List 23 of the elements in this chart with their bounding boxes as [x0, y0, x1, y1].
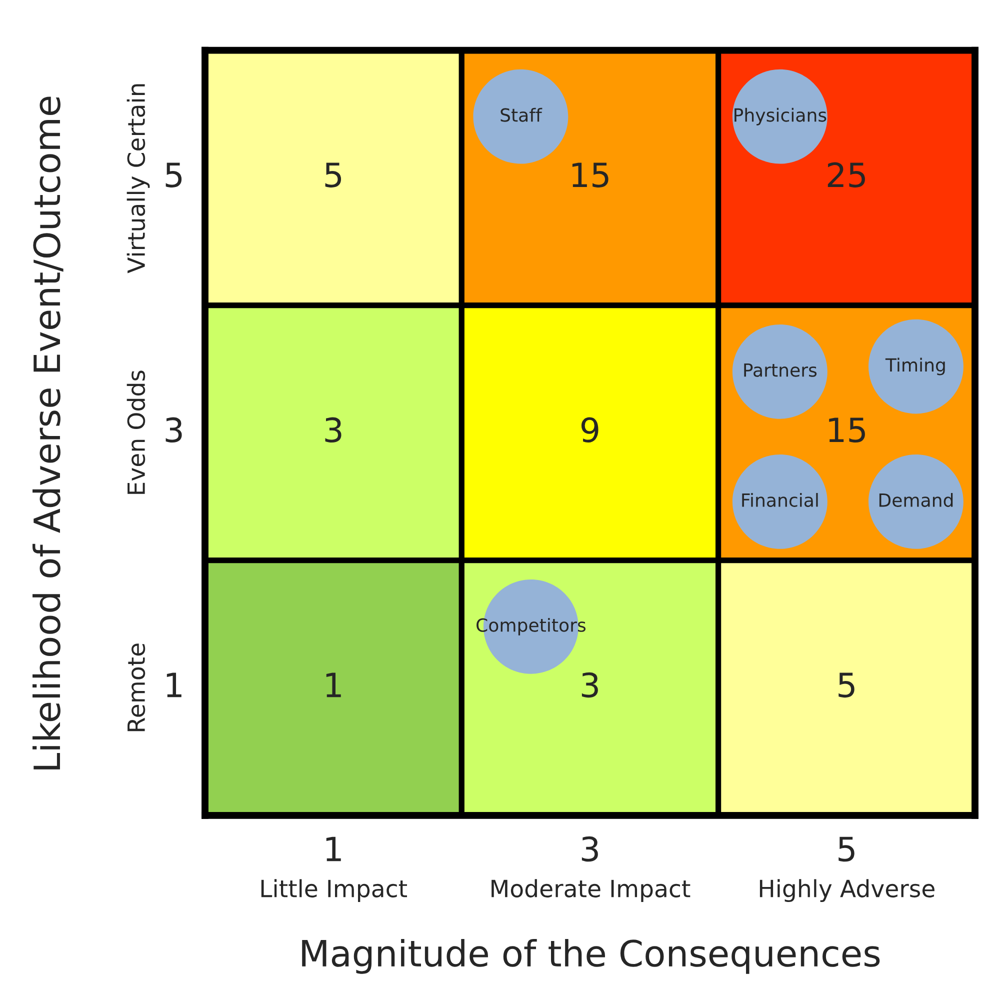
data-label: 5 [325, 162, 342, 188]
data-label: 3 [582, 672, 598, 698]
data-label: 3 [325, 417, 342, 443]
annotation: Financial [742, 492, 818, 507]
x-tick-label: 1 Little Impact [261, 836, 408, 902]
data-label: 15 [829, 418, 865, 443]
y-tick-label: 5 Virtually Certain [126, 84, 182, 274]
data-label: 15 [572, 162, 608, 188]
annotation: Timing [885, 358, 945, 376]
x-tick-label: 3 Moderate Impact [492, 836, 690, 902]
data-label: 1 [326, 672, 341, 698]
y-tick-label: 3 Even Odds [126, 370, 182, 494]
y-tick-label: 1 Remote [128, 644, 182, 732]
data-label: 5 [838, 672, 854, 698]
annotation: Partners [744, 363, 817, 377]
annotation: Physicians [734, 108, 826, 126]
y-axis-title: Likelihood of Adverse Event/Outcome [32, 96, 64, 770]
x-axis-title: Magnitude of the Consequences [302, 938, 880, 974]
x-tick-label: 5 Highly Adverse [760, 836, 934, 902]
annotation: Staff [500, 108, 542, 122]
data-label: 25 [828, 162, 865, 188]
annotation: Demand [879, 492, 953, 507]
data-label: 9 [581, 417, 598, 443]
